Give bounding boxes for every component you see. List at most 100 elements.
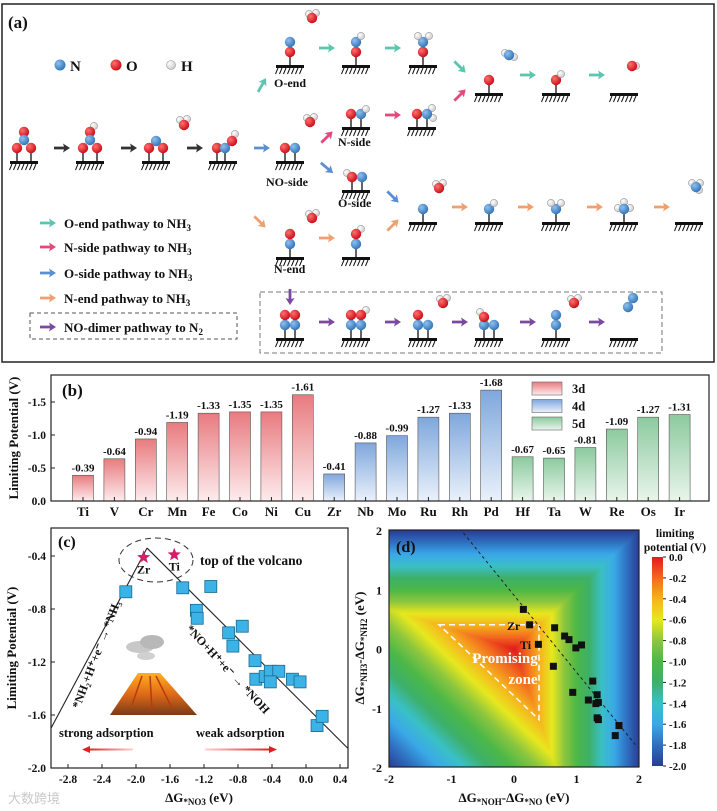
x-category-label: Os xyxy=(641,504,656,519)
y-tick-label: 0 xyxy=(376,643,382,657)
oxygen-atom xyxy=(289,309,301,321)
pathway-arrow-icon xyxy=(187,143,203,153)
star-marker-ti xyxy=(167,547,181,561)
bar-value-label: -0.81 xyxy=(574,435,597,447)
x-category-label: Cr xyxy=(138,504,153,519)
pathway-legend-item: NO-dimer pathway to N2 xyxy=(64,320,203,337)
x-category-label: Ni xyxy=(265,504,278,519)
oxygen-atom xyxy=(18,126,30,138)
legend-swatch-5d xyxy=(531,416,563,431)
nitrogen-atom xyxy=(618,203,630,215)
bar-value-label: -1.61 xyxy=(291,382,314,394)
x-tick-label: -1.2 xyxy=(195,774,213,786)
atom-legend-n: N xyxy=(70,59,81,75)
pathway-arrow-icon xyxy=(319,233,335,243)
y-tick-label: -0.4 xyxy=(28,551,46,563)
oxygen-atom xyxy=(77,142,89,154)
catalyst-surface xyxy=(474,222,503,232)
bar-value-label: -1.19 xyxy=(166,409,189,421)
oxygen-atom xyxy=(306,212,318,224)
nitrogen-atom xyxy=(284,36,296,48)
pathway-arrow-icon xyxy=(253,215,266,228)
nitrogen-atom xyxy=(550,203,562,215)
pathway-arrow-icon xyxy=(453,60,466,73)
nitrogen-atom xyxy=(84,134,96,146)
pathway-arrow-icon xyxy=(319,317,335,327)
legend-label-3d: 3d xyxy=(572,382,585,396)
x-tick-label: -0.8 xyxy=(229,774,247,786)
nitrogen-atom xyxy=(503,49,515,61)
oxygen-atom xyxy=(279,142,291,154)
y-tick-label: -1.2 xyxy=(28,657,46,669)
oxygen-atom xyxy=(626,60,638,72)
nitrogen-atom xyxy=(422,319,434,331)
nitrogen-atom xyxy=(690,181,702,193)
panel-a-border xyxy=(1,3,715,363)
legend-swatch-4d xyxy=(531,399,563,413)
bar-zr xyxy=(323,473,346,502)
bar-os xyxy=(637,416,660,502)
pathway-arrow-icon xyxy=(453,89,466,102)
bar-co xyxy=(229,411,251,502)
catalyst-surface xyxy=(541,93,570,103)
hydrogen-atom xyxy=(414,32,422,40)
pathway-arrow-icon xyxy=(589,70,605,80)
pathway-arrow-icon xyxy=(386,219,399,232)
oxygen-atom xyxy=(306,12,318,24)
pathway-legend-item: O-end pathway to NH3 xyxy=(64,216,191,233)
no-dimer-box xyxy=(259,291,663,354)
bar-value-label: -1.27 xyxy=(417,404,440,416)
y-tick-label: -1.0 xyxy=(28,430,46,442)
nitrogen-atom xyxy=(483,203,495,215)
bar-value-label: -0.94 xyxy=(134,426,157,438)
pathway-arrow-icon xyxy=(254,143,270,153)
nitrogen-atom xyxy=(417,36,429,48)
x-tick-label: -1.6 xyxy=(161,774,179,786)
oxygen-atom xyxy=(345,309,357,321)
star-marker-zr xyxy=(137,550,151,563)
catalyst-surface xyxy=(407,127,436,137)
atom-legend-o: O xyxy=(126,59,138,75)
pathway-arrow-icon xyxy=(518,202,534,212)
pathway-arrow-icon xyxy=(319,161,334,174)
nitrogen-atom xyxy=(289,319,301,331)
pathway-legend-item: N-end pathway to NH3 xyxy=(64,291,191,308)
panel-b-label: (b) xyxy=(62,381,83,400)
nitrogen-atom xyxy=(550,309,562,321)
legend-swatch-3d xyxy=(531,381,563,396)
star-label: Zr xyxy=(137,562,151,576)
nitrogen-atom xyxy=(279,319,291,331)
catalyst-surface xyxy=(408,222,437,232)
colorbar-tick-label: -1.6 xyxy=(669,719,687,731)
limiting-potential-heatmap xyxy=(389,530,639,767)
nitrogen-atom xyxy=(421,108,433,120)
colorbar-tick-label: -1.2 xyxy=(669,677,687,689)
catalyst-surface xyxy=(541,222,570,232)
atom-legend-h: H xyxy=(181,59,193,75)
bar-mo xyxy=(386,435,408,502)
legend-label-5d: 5d xyxy=(572,417,585,431)
oxygen-atom-icon xyxy=(110,59,122,71)
y-tick-label: 2 xyxy=(376,524,382,538)
nitrogen-atom xyxy=(219,142,231,154)
pathway-legend-item: N-side pathway to NH3 xyxy=(64,240,192,257)
pathway-arrow-icon xyxy=(256,78,267,93)
x-tick-label: -2.8 xyxy=(59,774,77,786)
oxygen-atom xyxy=(345,108,357,120)
x-category-label: Ru xyxy=(420,504,437,519)
legend-label-4d: 4d xyxy=(572,400,585,414)
oxygen-atom xyxy=(11,142,23,154)
pathway-arrow-icon xyxy=(385,43,401,53)
catalyst-surface xyxy=(674,222,703,232)
bar-cu xyxy=(291,394,314,502)
x-tick-label: -1 xyxy=(447,772,457,786)
label-o-side: O-side xyxy=(338,196,372,210)
hydrogen-atom xyxy=(557,70,565,78)
x-category-label: Ti xyxy=(77,504,89,519)
weak-adsorption-label: weak adsorption xyxy=(196,726,285,740)
hydrogen-atom xyxy=(425,32,433,40)
bar-ir xyxy=(668,414,691,502)
catalyst-surface xyxy=(341,65,370,75)
data-point xyxy=(119,585,133,599)
x-category-label: Ta xyxy=(547,504,561,519)
